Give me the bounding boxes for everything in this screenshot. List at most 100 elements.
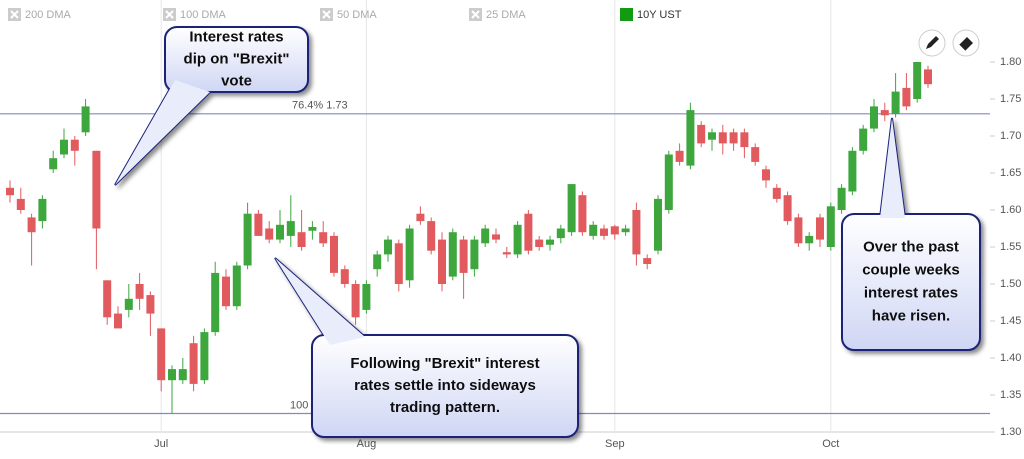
y-tick-label: 1.80 bbox=[1000, 56, 1021, 68]
candle-body bbox=[394, 243, 403, 284]
y-tick-label: 1.35 bbox=[1000, 389, 1021, 401]
candle-body bbox=[621, 228, 630, 233]
y-tick-label: 1.30 bbox=[1000, 426, 1021, 438]
candle-body bbox=[222, 276, 230, 307]
candle-body bbox=[276, 224, 284, 240]
candle-body bbox=[481, 228, 490, 244]
candle-body bbox=[502, 252, 511, 255]
candle-body bbox=[837, 187, 846, 210]
legend-label: 100 DMA bbox=[180, 9, 227, 21]
candle-body bbox=[848, 150, 857, 192]
legend-label: 50 DMA bbox=[337, 9, 377, 21]
y-tick-label: 1.75 bbox=[1000, 93, 1021, 105]
candle-body bbox=[232, 265, 241, 307]
candle-body bbox=[535, 239, 544, 247]
candle-body bbox=[49, 158, 58, 170]
candle-body bbox=[870, 106, 878, 129]
callout-text: Following "Brexit" interest bbox=[350, 355, 539, 372]
candle-body bbox=[578, 195, 587, 233]
candle-body bbox=[308, 227, 317, 231]
candle-body bbox=[124, 298, 133, 310]
candle-body bbox=[405, 228, 414, 281]
legend-x bbox=[322, 10, 331, 19]
candle-body bbox=[470, 239, 479, 270]
candle-body bbox=[373, 254, 382, 270]
legend-item[interactable]: 200 DMA bbox=[8, 8, 72, 21]
y-tick-label: 1.65 bbox=[1000, 167, 1021, 179]
candle-body bbox=[772, 187, 781, 199]
candle-body bbox=[178, 369, 187, 381]
candle-body bbox=[211, 272, 220, 333]
candle-body bbox=[81, 106, 90, 133]
candle-body bbox=[427, 221, 436, 251]
legend-item[interactable]: 100 DMA bbox=[163, 8, 227, 21]
candle-body bbox=[362, 284, 371, 310]
legend-item[interactable]: 50 DMA bbox=[320, 8, 377, 21]
y-tick-label: 1.55 bbox=[1000, 241, 1021, 253]
tool-pencil[interactable] bbox=[918, 29, 946, 57]
candle-body bbox=[675, 150, 684, 162]
candle-body bbox=[589, 224, 598, 236]
candle-body bbox=[103, 280, 112, 318]
candle-body bbox=[600, 228, 608, 236]
candle-body bbox=[924, 69, 932, 85]
callout-joint bbox=[880, 118, 905, 218]
callout: Over the past couple weeks interest rates h… bbox=[841, 117, 981, 351]
candle-body bbox=[902, 87, 911, 107]
candle-body bbox=[513, 224, 522, 255]
candle-body bbox=[297, 232, 306, 247]
candle-body bbox=[783, 195, 792, 222]
candle-body bbox=[567, 184, 576, 233]
x-tick-label: Sep bbox=[605, 438, 625, 450]
candle-body bbox=[265, 228, 274, 240]
legend-x bbox=[10, 10, 19, 19]
candle-body bbox=[114, 313, 122, 329]
candle-body bbox=[697, 124, 706, 144]
candle-body bbox=[330, 235, 338, 273]
legend-item[interactable]: 25 DMA bbox=[469, 8, 526, 21]
candle-body bbox=[438, 239, 446, 284]
candle-body bbox=[643, 258, 652, 265]
candle-body bbox=[610, 226, 619, 235]
candle-body bbox=[351, 284, 360, 318]
callout-text: couple weeks bbox=[862, 261, 960, 278]
callout-text: interest rates bbox=[864, 284, 958, 301]
x-tick-label: Aug bbox=[357, 438, 377, 450]
legend-label: 10Y UST bbox=[637, 9, 682, 21]
legend-label: 200 DMA bbox=[25, 9, 72, 21]
callout-text: dip on "Brexit" bbox=[184, 50, 290, 67]
candle-body bbox=[384, 239, 392, 255]
candle-body bbox=[189, 343, 198, 384]
candle-body bbox=[762, 169, 770, 181]
candle-body bbox=[708, 132, 716, 140]
candle-body bbox=[416, 213, 425, 222]
legend-item[interactable]: 10Y UST bbox=[620, 8, 682, 21]
callout: Following "Brexit" interest rates settle … bbox=[274, 257, 579, 438]
callout-box bbox=[841, 213, 981, 351]
candle-body bbox=[6, 187, 14, 196]
tool-eraser[interactable] bbox=[952, 29, 980, 57]
candle-body bbox=[826, 206, 835, 247]
candle-body bbox=[524, 213, 533, 251]
candle-body bbox=[751, 147, 760, 162]
y-tick-label: 1.70 bbox=[1000, 130, 1021, 142]
candle-body bbox=[135, 284, 144, 299]
callout-joint bbox=[275, 258, 365, 345]
candle-body bbox=[718, 132, 727, 144]
candle-body bbox=[664, 154, 673, 210]
callout-joint bbox=[115, 80, 210, 185]
legend-x bbox=[165, 10, 174, 19]
candle-body bbox=[340, 269, 349, 284]
y-tick-label: 1.45 bbox=[1000, 315, 1021, 327]
candle-body bbox=[654, 198, 662, 251]
candle-body bbox=[891, 91, 900, 114]
candle-body bbox=[632, 210, 641, 255]
candle-body bbox=[146, 295, 155, 314]
candle-body bbox=[319, 232, 328, 244]
x-tick-label: Oct bbox=[822, 438, 839, 450]
candle-body bbox=[243, 213, 252, 266]
candle-body bbox=[448, 232, 457, 277]
callout-text: rates settle into sideways bbox=[354, 377, 536, 394]
y-tick-label: 1.60 bbox=[1000, 204, 1021, 216]
